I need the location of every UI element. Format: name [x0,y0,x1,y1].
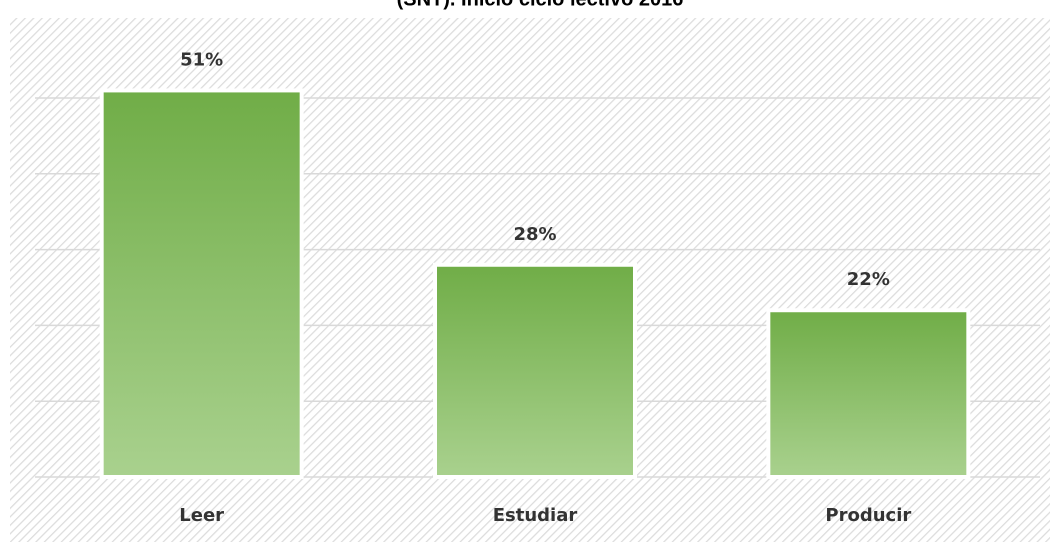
data-label: 51% [180,49,223,70]
x-tick-label: Estudiar [493,505,578,526]
bar [433,262,637,480]
x-tick-label: Producir [825,505,911,526]
bar [766,308,971,479]
chart-title: (SNT). Inicio ciclo lectivo 2016 [397,0,684,10]
bar [99,88,304,479]
data-label: 28% [513,224,556,245]
x-tick-label: Leer [179,505,224,526]
data-label: 22% [847,269,890,290]
